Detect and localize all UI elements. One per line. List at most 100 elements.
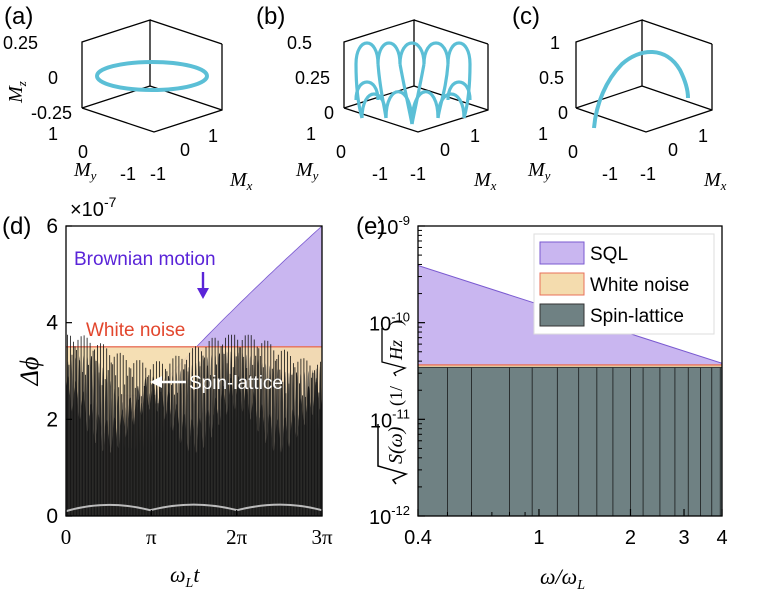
- panel-label-a: (a): [4, 3, 33, 30]
- series-spin-lattice-dividers: [447, 367, 721, 516]
- axes-box-a: [81, 19, 223, 133]
- c-xtick-1: 0: [668, 140, 678, 160]
- a-xlabel: Mx: [229, 169, 253, 193]
- c-ylabel: My: [527, 159, 551, 183]
- e-ylabel-sqrt-sign: [377, 424, 409, 485]
- panel-label-b: (b): [256, 3, 285, 30]
- axes-box-c: [575, 19, 713, 133]
- axes-box-b: [343, 19, 489, 133]
- d-xtick-label-3: 3π: [311, 525, 333, 549]
- a-ztick-2: -0.25: [31, 103, 72, 123]
- e-ticks: 0.4 1 2 3 4 10-12 10-11 10-10 10-9: [369, 213, 728, 549]
- panel-label-d: (d): [2, 213, 31, 240]
- b-xtick-2: 1: [470, 126, 480, 146]
- b-ztick-2: 0: [324, 103, 334, 123]
- panel-a: (a) 0.25 0 -0.25 1 0 -1 -1 0 1 Mz My Mx: [3, 3, 253, 193]
- d-xtick-label-1: π: [146, 525, 157, 549]
- trajectory-b: [354, 41, 472, 125]
- series-spin-lattice-baseline: [66, 503, 322, 513]
- e-ylabel-sqrt-content: S(ω): [385, 426, 407, 464]
- a-ylabel: My: [73, 159, 97, 183]
- e-xtick-label-1: 1: [533, 527, 544, 549]
- d-ticks: 0 π 2π 3π 0 2 4 6: [46, 215, 333, 549]
- b-ytick-0: 1: [306, 124, 316, 144]
- a-ztick-0: 0.25: [3, 33, 38, 53]
- b-xtick-1: 0: [440, 140, 450, 160]
- e-xtick-label-3: 3: [678, 527, 689, 549]
- panel-label-e: (e): [356, 213, 385, 240]
- series-spin-lattice-lines: [66, 334, 322, 516]
- a-ytick-2: -1: [120, 164, 136, 184]
- e-legend-swatch-sql: [539, 241, 585, 265]
- d-plot-area: [66, 226, 322, 516]
- a-xtick-1: 0: [180, 140, 190, 160]
- e-xtick-label-0: 0.4: [404, 527, 432, 549]
- e-ylabel-unit-post: ): [386, 320, 407, 326]
- d-arrowhead-spin-lattice: [150, 376, 162, 388]
- d-xtick-label-0: 0: [61, 525, 72, 549]
- series-spin-lattice-area: [418, 367, 722, 516]
- e-legend-swatch-spin-lattice: [539, 303, 585, 327]
- d-ytick-label-0: 0: [46, 505, 58, 528]
- e-legend-label-sql: SQL: [590, 244, 628, 265]
- e-xtick-label-4: 4: [716, 527, 727, 549]
- d-xlabel: ωLt: [170, 562, 200, 591]
- e-xlabel: ω/ωL: [540, 564, 585, 593]
- panel-b: (b) 0.5 0.25 0 1 0 -1 -1 0 1 My: [256, 3, 497, 193]
- panel-label-c: (c): [512, 3, 540, 30]
- d-axes-frame: [65, 225, 323, 517]
- e-ylabel: S(ω) (1/ Hz ): [377, 320, 409, 485]
- panel-c: (c) 1 0.5 0 1 0 -1 -1 0 1 My Mx: [512, 3, 727, 193]
- b-ytick-2: -1: [372, 164, 388, 184]
- d-annotation-white-noise: White noise: [86, 320, 185, 341]
- e-legend-swatch-white-noise: [539, 272, 585, 296]
- b-ztick-1: 0.25: [295, 68, 330, 88]
- panel-e: (e) 0.4 1 2 3 4 10-12 10-11 10-10 10-9 SQL White…: [356, 213, 728, 593]
- e-ytick-label-0: 10-12: [369, 503, 410, 529]
- d-exponent: ×10-7: [70, 194, 117, 221]
- d-ytick-label-1: 2: [46, 408, 58, 431]
- b-xtick-0: -1: [410, 164, 426, 184]
- panel-d: (d) ×10-7 0 π 2π 3π 0 2 4 6 Brownian motion Whi…: [2, 194, 333, 591]
- e-axes-frame: [417, 225, 723, 517]
- d-ylabel: Δϕ: [15, 357, 44, 387]
- e-ylabel-unit-content: Hz: [386, 340, 406, 361]
- e-legend-label-white-noise: White noise: [590, 275, 689, 296]
- b-ytick-1: 0: [336, 142, 346, 162]
- trajectory-a: [95, 60, 209, 92]
- c-ztick-2: 0: [558, 103, 568, 123]
- b-ztick-0: 0.5: [287, 33, 312, 53]
- a-ztick-1: 0: [48, 68, 58, 88]
- e-ytick-label-3: 10-9: [376, 213, 410, 239]
- d-arrowhead-brownian: [197, 288, 209, 299]
- e-legend: SQL White noise Spin-lattice: [533, 233, 715, 335]
- a-ytick-1: 0: [78, 142, 88, 162]
- c-xlabel: Mx: [703, 169, 727, 193]
- c-xtick-0: -1: [640, 164, 656, 184]
- b-ylabel: My: [295, 159, 319, 183]
- e-ytick-label-2: 10-10: [369, 310, 410, 336]
- c-ytick-0: 1: [538, 124, 548, 144]
- e-ylabel-unit-pre: (1/: [386, 386, 407, 406]
- a-xtick-0: -1: [150, 164, 166, 184]
- e-ylabel-unit-sqrt-sign: [381, 328, 407, 377]
- a-zlabel: Mz: [5, 81, 29, 104]
- a-ytick-0: 1: [48, 124, 58, 144]
- b-xlabel: Mx: [473, 169, 497, 193]
- e-xtick-label-2: 2: [625, 527, 636, 549]
- c-xtick-2: 1: [698, 126, 708, 146]
- d-annotation-brownian: Brownian motion: [74, 249, 216, 270]
- e-ytick-label-1: 10-11: [370, 406, 410, 432]
- d-xtick-label-2: 2π: [226, 525, 248, 549]
- d-ytick-label-2: 4: [46, 312, 58, 335]
- c-ytick-1: 0: [568, 142, 578, 162]
- a-xtick-2: 1: [208, 126, 218, 146]
- c-ytick-2: -1: [602, 164, 618, 184]
- c-ztick-1: 0.5: [539, 68, 564, 88]
- trajectory-c: [592, 50, 690, 129]
- d-ytick-label-3: 6: [46, 215, 58, 238]
- c-ztick-0: 1: [550, 33, 560, 53]
- e-legend-label-spin-lattice: Spin-lattice: [590, 306, 684, 327]
- d-annotation-spin-lattice: Spin-lattice: [189, 373, 283, 394]
